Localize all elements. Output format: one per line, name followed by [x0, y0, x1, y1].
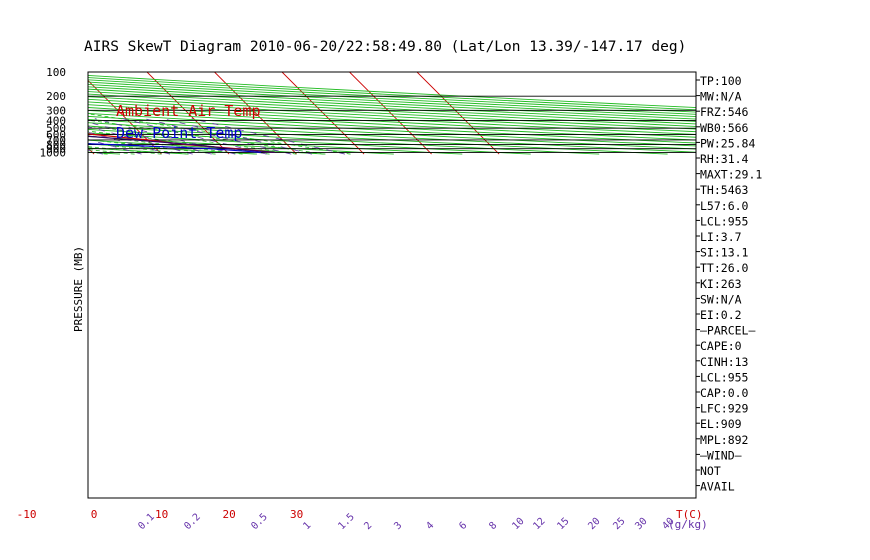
dry-adiabat-line	[88, 109, 696, 144]
dry-adiabat-line	[88, 74, 696, 108]
pressure-tick-label: 600	[46, 129, 66, 142]
dry-adiabat-line	[88, 81, 696, 115]
sounding-index-label: TP:100	[700, 74, 742, 88]
sounding-index-label: MW:N/A	[700, 90, 742, 104]
mixing-ratio-label: 1.5	[336, 512, 357, 533]
pressure-tick-label: 700	[46, 134, 66, 147]
mixing-ratio-line	[191, 118, 346, 155]
pressure-tick-label: 300	[46, 104, 66, 117]
sounding-index-label: TT:26.0	[700, 261, 749, 275]
dry-adiabat-line	[88, 79, 696, 113]
mixing-ratio-label: 12	[531, 516, 547, 532]
sounding-index-label: SW:N/A	[700, 292, 742, 306]
pressure-tick-label: 100	[46, 66, 66, 79]
dry-adiabat-line	[88, 112, 696, 147]
sounding-index-label: LFC:929	[700, 402, 749, 416]
sounding-index-label: CINH:13	[700, 355, 749, 369]
mixing-ratio-label: 15	[555, 516, 571, 532]
sounding-index-label: —PARCEL—	[700, 324, 755, 338]
mixing-ratio-line	[0, 119, 16, 154]
mixing-ratio-label: 4	[424, 520, 436, 532]
mixing-ratio-label: 30	[633, 516, 649, 532]
dew-point-temp-line	[88, 143, 262, 153]
mixing-ratio-unit-label: (g/kg)	[668, 518, 708, 531]
dry-adiabat-line	[88, 86, 696, 120]
sounding-index-label: PW:25.84	[700, 136, 755, 150]
parcel-line	[88, 135, 275, 153]
pressure-tick-label: 200	[46, 90, 66, 103]
mixing-ratio-label: 1	[301, 520, 313, 532]
mixing-ratio-line	[88, 121, 212, 155]
dry-adiabat-line	[88, 101, 696, 135]
sounding-index-label: CAPE:0	[700, 339, 742, 353]
sounding-index-label: MPL:892	[700, 433, 748, 447]
mixing-ratio-line	[88, 131, 171, 155]
bottom-temp-tick-label: 0	[91, 508, 98, 521]
dry-adiabat-line	[88, 83, 696, 118]
sounding-index-label: LCL:955	[700, 370, 748, 384]
dry-adiabat-line	[88, 107, 696, 141]
mixing-ratio-label: 8	[487, 520, 499, 532]
dry-adiabat-line	[88, 88, 696, 122]
sounding-index-label: MAXT:29.1	[700, 168, 762, 182]
sounding-index-label: LI:3.7	[700, 230, 742, 244]
chart-title: AIRS SkewT Diagram 2010-06-20/22:58:49.8…	[84, 39, 686, 55]
temp-unit-label: T(C)	[676, 508, 703, 521]
mixing-ratio-label: 0.1	[136, 512, 157, 533]
dry-adiabat-line	[88, 77, 696, 111]
sounding-index-label: EI:0.2	[700, 308, 742, 322]
mixing-ratio-label: 10	[510, 516, 526, 532]
mixing-ratio-label: 25	[611, 516, 627, 532]
dry-adiabat-line	[88, 91, 696, 125]
legend-dew-point-temp: Dew Point Temp	[116, 124, 242, 142]
pressure-tick-label: 1000	[40, 146, 67, 159]
sounding-index-label: TH:5463	[700, 183, 749, 197]
mixing-ratio-label: 2	[362, 520, 374, 532]
mixing-ratio-label: 6	[457, 520, 469, 532]
sounding-index-label: L57:6.0	[700, 199, 749, 213]
bottom-temp-tick-label: 20	[222, 508, 235, 521]
sounding-index-label: WB0:566	[700, 121, 749, 135]
sounding-index-label: FRZ:546	[700, 105, 749, 119]
mixing-ratio-label: 0.2	[182, 512, 203, 533]
sounding-index-label: CAP:0.0	[700, 386, 749, 400]
bottom-temp-tick-label: 10	[155, 508, 168, 521]
bottom-temp-tick-label: -10	[17, 508, 37, 521]
mixing-ratio-line	[0, 119, 40, 154]
pressure-tick-label: 800	[46, 139, 66, 152]
sounding-index-label: —WIND—	[700, 448, 742, 462]
pressure-tick-label: 900	[46, 143, 66, 156]
plot-frame	[87, 71, 697, 499]
isotherm-line	[0, 72, 27, 154]
sounding-index-label: EL:909	[700, 417, 742, 431]
legend-ambient-air-temp: Ambient Air Temp	[116, 102, 261, 120]
y-axis-label: PRESSURE (MB)	[72, 246, 85, 332]
pressure-tick-label: 400	[46, 114, 66, 127]
sounding-index-label: AVAIL	[700, 480, 735, 494]
sounding-index-label: RH:31.4	[700, 152, 749, 166]
pressure-tick-label: 500	[46, 122, 66, 135]
dry-adiabat-line	[88, 96, 696, 130]
mixing-ratio-label: 20	[586, 516, 602, 532]
sounding-index-label: NOT	[700, 464, 721, 478]
mixing-ratio-label: 0.5	[249, 512, 270, 533]
dry-adiabat-line	[88, 104, 696, 138]
bottom-temp-tick-label: 30	[290, 508, 303, 521]
sounding-index-label: KI:263	[700, 277, 742, 291]
sounding-index-label: SI:13.1	[700, 246, 749, 260]
dry-adiabat-line	[88, 128, 531, 155]
dry-adiabat-line	[88, 98, 696, 133]
mixing-ratio-line	[88, 126, 193, 155]
dry-adiabat-line	[88, 93, 696, 127]
sounding-index-label: LCL:955	[700, 214, 748, 228]
moist-adiabat-line	[0, 96, 27, 154]
isotherm-line	[349, 72, 432, 155]
mixing-ratio-line	[94, 118, 236, 155]
isotherm-line	[416, 72, 500, 155]
mixing-ratio-label: 3	[392, 520, 404, 532]
dry-adiabat-line	[0, 72, 52, 154]
